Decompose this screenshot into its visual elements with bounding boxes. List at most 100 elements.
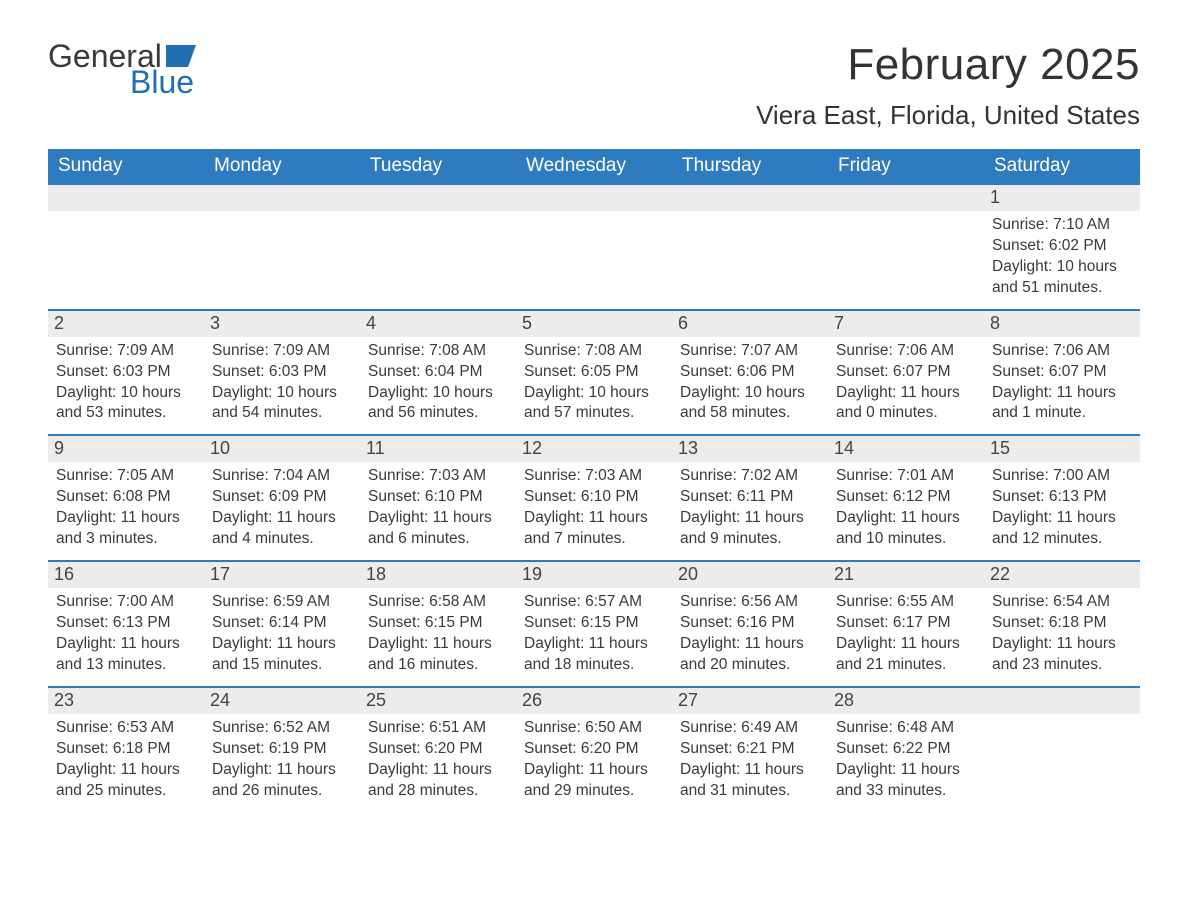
day-details: Sunrise: 7:07 AMSunset: 6:06 PMDaylight:… bbox=[680, 341, 820, 425]
day-cell: 12Sunrise: 7:03 AMSunset: 6:10 PMDayligh… bbox=[516, 436, 672, 560]
day-details: Sunrise: 6:51 AMSunset: 6:20 PMDaylight:… bbox=[368, 718, 508, 802]
sunset-text: Sunset: 6:10 PM bbox=[368, 487, 508, 508]
sunset-text: Sunset: 6:16 PM bbox=[680, 613, 820, 634]
sunrise-text: Sunrise: 7:02 AM bbox=[680, 466, 820, 487]
sunrise-text: Sunrise: 7:05 AM bbox=[56, 466, 196, 487]
sunset-text: Sunset: 6:13 PM bbox=[992, 487, 1132, 508]
sunrise-text: Sunrise: 6:55 AM bbox=[836, 592, 976, 613]
daylight-text: Daylight: 11 hours and 13 minutes. bbox=[56, 634, 196, 676]
sunset-text: Sunset: 6:15 PM bbox=[524, 613, 664, 634]
day-number: 6 bbox=[672, 311, 828, 337]
day-details: Sunrise: 6:54 AMSunset: 6:18 PMDaylight:… bbox=[992, 592, 1132, 676]
sunset-text: Sunset: 6:02 PM bbox=[992, 236, 1132, 257]
daylight-text: Daylight: 11 hours and 33 minutes. bbox=[836, 760, 976, 802]
daylight-text: Daylight: 10 hours and 54 minutes. bbox=[212, 383, 352, 425]
day-cell-empty bbox=[48, 185, 204, 309]
day-number: 7 bbox=[828, 311, 984, 337]
day-details: Sunrise: 7:05 AMSunset: 6:08 PMDaylight:… bbox=[56, 466, 196, 550]
day-cell: 10 Sunrise: 7:04 AMSunset: 6:09 PMDayligh… bbox=[204, 436, 360, 560]
day-number: 21 bbox=[828, 562, 984, 588]
daylight-text: Daylight: 11 hours and 20 minutes. bbox=[680, 634, 820, 676]
day-cell-empty bbox=[204, 185, 360, 309]
day-number: 15 bbox=[984, 436, 1140, 462]
day-number: 28 bbox=[828, 688, 984, 714]
daylight-text: Daylight: 10 hours and 56 minutes. bbox=[368, 383, 508, 425]
week-row: 16Sunrise: 7:00 AMSunset: 6:13 PMDayligh… bbox=[48, 560, 1140, 686]
day-cell: 11Sunrise: 7:03 AMSunset: 6:10 PMDayligh… bbox=[360, 436, 516, 560]
day-cell: 21 Sunrise: 6:55 AMSunset: 6:17 PMDayligh… bbox=[828, 562, 984, 686]
daylight-text: Daylight: 11 hours and 26 minutes. bbox=[212, 760, 352, 802]
day-details: Sunrise: 7:09 AMSunset: 6:03 PMDaylight:… bbox=[56, 341, 196, 425]
day-number: 23 bbox=[48, 688, 204, 714]
day-number bbox=[516, 185, 672, 211]
sunset-text: Sunset: 6:21 PM bbox=[680, 739, 820, 760]
sunset-text: Sunset: 6:18 PM bbox=[992, 613, 1132, 634]
sunset-text: Sunset: 6:19 PM bbox=[212, 739, 352, 760]
day-cell: 20Sunrise: 6:56 AMSunset: 6:16 PMDayligh… bbox=[672, 562, 828, 686]
sunset-text: Sunset: 6:07 PM bbox=[992, 362, 1132, 383]
day-cell: 16Sunrise: 7:00 AMSunset: 6:13 PMDayligh… bbox=[48, 562, 204, 686]
day-cell: 1 Sunrise: 7:10 AMSunset: 6:02 PMDaylight… bbox=[984, 185, 1140, 309]
day-details: Sunrise: 7:04 AMSunset: 6:09 PMDaylight:… bbox=[212, 466, 352, 550]
day-cell: 7 Sunrise: 7:06 AMSunset: 6:07 PMDaylight… bbox=[828, 311, 984, 435]
day-details: Sunrise: 7:09 AMSunset: 6:03 PMDaylight:… bbox=[212, 341, 352, 425]
sunrise-text: Sunrise: 7:03 AM bbox=[524, 466, 664, 487]
sunset-text: Sunset: 6:03 PM bbox=[56, 362, 196, 383]
day-cell: 15Sunrise: 7:00 AMSunset: 6:13 PMDayligh… bbox=[984, 436, 1140, 560]
daylight-text: Daylight: 11 hours and 3 minutes. bbox=[56, 508, 196, 550]
day-number: 4 bbox=[360, 311, 516, 337]
sunrise-text: Sunrise: 7:04 AM bbox=[212, 466, 352, 487]
daylight-text: Daylight: 11 hours and 6 minutes. bbox=[368, 508, 508, 550]
sunrise-text: Sunrise: 6:59 AM bbox=[212, 592, 352, 613]
day-details: Sunrise: 7:06 AMSunset: 6:07 PMDaylight:… bbox=[836, 341, 976, 425]
sunset-text: Sunset: 6:20 PM bbox=[524, 739, 664, 760]
week-row: 23 Sunrise: 6:53 AMSunset: 6:18 PMDayligh… bbox=[48, 686, 1140, 812]
calendar: Sunday Monday Tuesday Wednesday Thursday… bbox=[48, 149, 1140, 811]
day-number: 17 bbox=[204, 562, 360, 588]
day-details: Sunrise: 7:06 AMSunset: 6:07 PMDaylight:… bbox=[992, 341, 1132, 425]
sunset-text: Sunset: 6:10 PM bbox=[524, 487, 664, 508]
sunset-text: Sunset: 6:13 PM bbox=[56, 613, 196, 634]
daylight-text: Daylight: 11 hours and 10 minutes. bbox=[836, 508, 976, 550]
day-number: 19 bbox=[516, 562, 672, 588]
sunrise-text: Sunrise: 6:49 AM bbox=[680, 718, 820, 739]
day-cell: 23 Sunrise: 6:53 AMSunset: 6:18 PMDayligh… bbox=[48, 688, 204, 812]
day-number bbox=[672, 185, 828, 211]
sunrise-text: Sunrise: 7:09 AM bbox=[212, 341, 352, 362]
day-cell: 13Sunrise: 7:02 AMSunset: 6:11 PMDayligh… bbox=[672, 436, 828, 560]
day-details: Sunrise: 6:55 AMSunset: 6:17 PMDaylight:… bbox=[836, 592, 976, 676]
sunrise-text: Sunrise: 6:58 AM bbox=[368, 592, 508, 613]
day-number: 24 bbox=[204, 688, 360, 714]
sunrise-text: Sunrise: 7:03 AM bbox=[368, 466, 508, 487]
day-cell: 6 Sunrise: 7:07 AMSunset: 6:06 PMDaylight… bbox=[672, 311, 828, 435]
sunset-text: Sunset: 6:18 PM bbox=[56, 739, 196, 760]
day-number: 10 bbox=[204, 436, 360, 462]
sunset-text: Sunset: 6:08 PM bbox=[56, 487, 196, 508]
sunrise-text: Sunrise: 6:48 AM bbox=[836, 718, 976, 739]
sunset-text: Sunset: 6:06 PM bbox=[680, 362, 820, 383]
day-number bbox=[48, 185, 204, 211]
daylight-text: Daylight: 11 hours and 9 minutes. bbox=[680, 508, 820, 550]
dow-friday: Friday bbox=[828, 149, 984, 185]
day-number: 14 bbox=[828, 436, 984, 462]
day-number: 1 bbox=[984, 185, 1140, 211]
sunrise-text: Sunrise: 7:08 AM bbox=[368, 341, 508, 362]
sunrise-text: Sunrise: 6:52 AM bbox=[212, 718, 352, 739]
daylight-text: Daylight: 11 hours and 23 minutes. bbox=[992, 634, 1132, 676]
sunset-text: Sunset: 6:03 PM bbox=[212, 362, 352, 383]
day-details: Sunrise: 6:53 AMSunset: 6:18 PMDaylight:… bbox=[56, 718, 196, 802]
day-details: Sunrise: 7:10 AMSunset: 6:02 PMDaylight:… bbox=[992, 215, 1132, 299]
daylight-text: Daylight: 10 hours and 57 minutes. bbox=[524, 383, 664, 425]
day-number: 2 bbox=[48, 311, 204, 337]
sunrise-text: Sunrise: 7:07 AM bbox=[680, 341, 820, 362]
day-number bbox=[204, 185, 360, 211]
dow-sunday: Sunday bbox=[48, 149, 204, 185]
title-block: February 2025 Viera East, Florida, Unite… bbox=[756, 40, 1140, 131]
day-cell: 2 Sunrise: 7:09 AMSunset: 6:03 PMDaylight… bbox=[48, 311, 204, 435]
sunset-text: Sunset: 6:09 PM bbox=[212, 487, 352, 508]
day-cell: 5Sunrise: 7:08 AMSunset: 6:05 PMDaylight… bbox=[516, 311, 672, 435]
day-cell-empty bbox=[984, 688, 1140, 812]
day-cell: 17Sunrise: 6:59 AMSunset: 6:14 PMDayligh… bbox=[204, 562, 360, 686]
day-cell: 14Sunrise: 7:01 AMSunset: 6:12 PMDayligh… bbox=[828, 436, 984, 560]
day-number: 20 bbox=[672, 562, 828, 588]
